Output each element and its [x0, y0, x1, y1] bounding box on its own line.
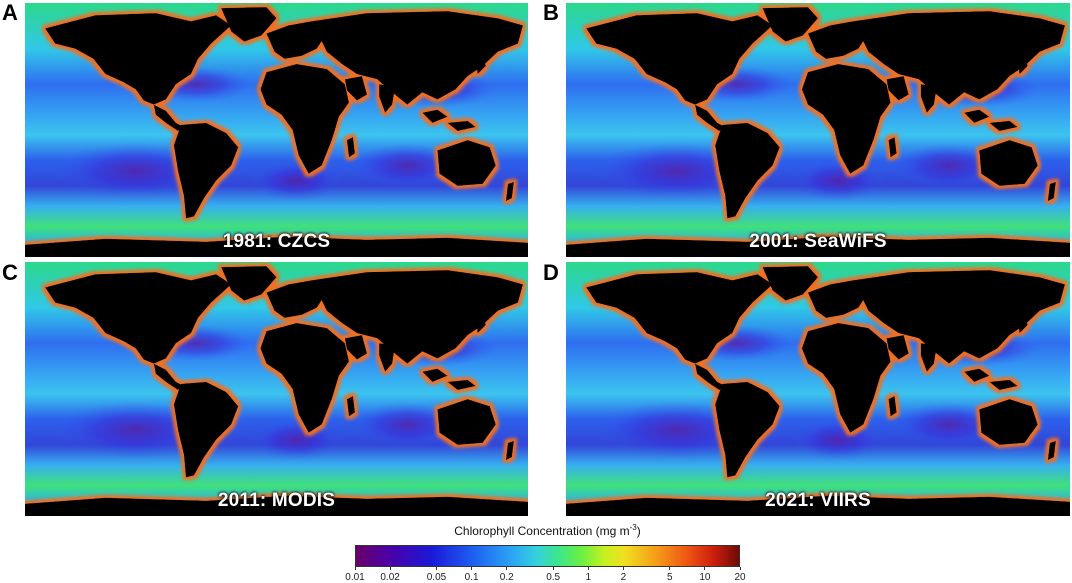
panel-letter-c: C — [2, 260, 18, 285]
colorbar-tick — [587, 567, 589, 570]
world-map-b — [566, 3, 1070, 257]
colorbar-tick — [669, 567, 671, 570]
colorbar — [355, 545, 740, 567]
colorbar-title-end: ) — [636, 524, 641, 538]
map-caption-a: 1981: CZCS — [222, 231, 331, 252]
colorbar-tick-label: 5 — [667, 572, 673, 583]
world-map-c — [25, 262, 528, 516]
colorbar-tick-label: 0.02 — [380, 572, 400, 583]
colorbar-tick — [354, 567, 356, 570]
map-caption-d: 2021: VIIRS — [765, 490, 871, 511]
colorbar-tick — [506, 567, 508, 570]
map-caption-b: 2001: SeaWiFS — [749, 231, 887, 252]
colorbar-tick — [739, 567, 741, 570]
panel-letter-a: A — [2, 0, 18, 25]
colorbar-tick-label: 20 — [734, 572, 746, 583]
colorbar-tick-label: 0.5 — [546, 572, 561, 583]
colorbar-tick — [389, 567, 391, 570]
map-panel-b: 2001: SeaWiFS — [566, 3, 1070, 257]
colorbar-title: Chlorophyll Concentration (mg m-3) — [355, 523, 740, 538]
colorbar-tick-label: 1 — [585, 572, 592, 583]
panel-letter-d: D — [543, 260, 559, 285]
colorbar-tick — [436, 567, 438, 570]
colorbar-title-sup: -3 — [629, 523, 637, 532]
colorbar-tick — [622, 567, 624, 570]
colorbar-tick-label: 2 — [620, 572, 627, 583]
colorbar-tick — [471, 567, 473, 570]
map-panel-d: 2021: VIIRS — [566, 262, 1070, 516]
map-panel-c: 2011: MODIS — [25, 262, 528, 516]
colorbar-tick — [704, 567, 706, 570]
colorbar-tick-label: 10 — [699, 572, 711, 583]
world-map-a — [25, 3, 528, 257]
colorbar-tick-label: 0.01 — [345, 572, 365, 583]
panel-letter-b: B — [543, 0, 559, 25]
colorbar-title-text: Chlorophyll Concentration (mg m — [454, 524, 630, 538]
world-map-d — [566, 262, 1070, 516]
colorbar-tick-label: 0.05 — [426, 572, 447, 583]
colorbar-tick — [552, 567, 554, 570]
map-panel-a: 1981: CZCS — [25, 3, 528, 257]
colorbar-tick-label: 0.1 — [464, 572, 479, 583]
map-caption-c: 2011: MODIS — [217, 490, 336, 511]
colorbar-tick-label: 0.2 — [499, 572, 514, 583]
